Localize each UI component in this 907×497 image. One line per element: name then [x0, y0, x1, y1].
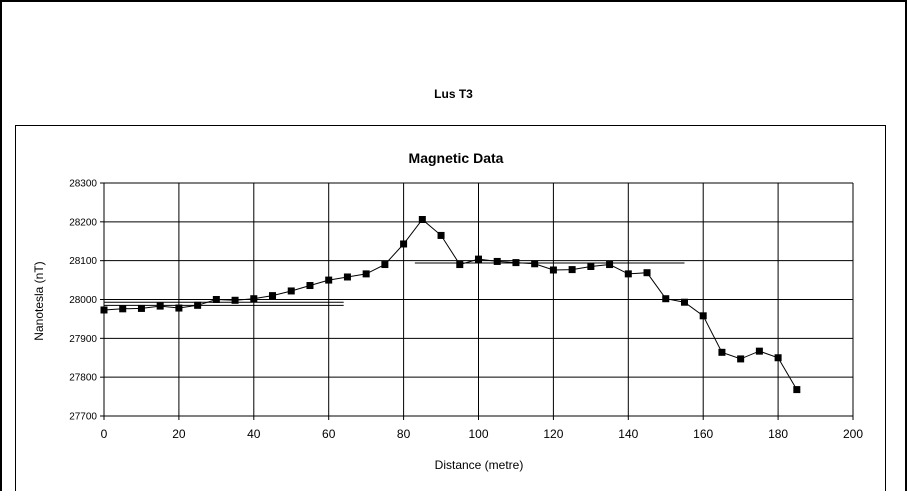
data-point — [718, 348, 726, 356]
y-tick-label: 28200 — [69, 217, 97, 228]
y-axis-label: Nanotesla (nT) — [32, 261, 46, 340]
data-point — [362, 270, 370, 278]
x-tick-label: 40 — [247, 427, 261, 441]
data-point — [624, 270, 632, 278]
data-series — [100, 216, 801, 394]
data-point — [269, 292, 277, 300]
y-tick-label: 27900 — [69, 334, 97, 345]
chart-axes: 0 20 40 60 80 100 120 140 160 180 200 27700 27800 279… — [69, 179, 863, 442]
chart-title: Magnetic Data — [409, 150, 504, 166]
data-point — [325, 276, 333, 284]
data-point — [156, 302, 164, 310]
magnetic-data-chart: Magnetic Data 0 20 40 60 80 100 120 140 160 180 20… — [32, 150, 863, 472]
page-title: Lus T3 — [434, 87, 473, 101]
data-point — [643, 269, 651, 277]
data-point — [175, 304, 183, 312]
y-tick-label: 27800 — [69, 373, 97, 384]
x-tick-label: 100 — [468, 427, 488, 441]
data-point — [250, 295, 258, 303]
chart-frame: Magnetic Data 0 20 40 60 80 100 120 140 160 180 20… — [15, 125, 886, 491]
data-point — [194, 301, 202, 309]
x-tick-label: 200 — [843, 427, 863, 441]
x-tick-label: 180 — [768, 427, 788, 441]
data-point — [437, 231, 445, 239]
data-point — [137, 304, 145, 312]
data-point — [512, 259, 520, 267]
y-tick-label: 28000 — [69, 295, 97, 306]
x-tick-label: 120 — [543, 427, 563, 441]
data-point — [343, 273, 351, 281]
data-point — [456, 261, 464, 269]
x-axis-label: Distance (metre) — [435, 458, 524, 472]
data-point — [774, 354, 782, 362]
data-point — [418, 216, 426, 224]
x-tick-label: 0 — [101, 427, 108, 441]
data-point — [475, 255, 482, 263]
data-point — [568, 266, 576, 274]
reference-lines — [104, 262, 685, 306]
data-point — [606, 261, 614, 269]
chart-grid — [104, 182, 854, 416]
x-tick-label: 140 — [618, 427, 638, 441]
data-point — [531, 260, 539, 268]
data-point — [400, 240, 408, 248]
data-point — [755, 347, 763, 355]
data-point — [680, 298, 688, 306]
data-point — [662, 295, 670, 303]
y-tick-label: 28300 — [69, 179, 97, 190]
data-point — [306, 282, 314, 290]
data-point — [212, 296, 220, 303]
y-tick-label: 27700 — [69, 412, 97, 423]
x-tick-label: 20 — [172, 427, 186, 441]
data-point — [287, 287, 295, 295]
data-point — [737, 355, 745, 363]
data-point — [699, 312, 707, 320]
data-point — [119, 305, 127, 313]
data-point — [231, 296, 239, 304]
data-point — [100, 306, 108, 314]
data-point — [493, 257, 501, 265]
data-point — [793, 386, 801, 394]
x-tick-label: 160 — [693, 427, 713, 441]
data-point — [587, 262, 595, 270]
x-tick-label: 80 — [397, 427, 411, 441]
series-line — [103, 218, 798, 390]
data-point — [381, 261, 389, 269]
data-point — [549, 266, 557, 274]
x-tick-label: 60 — [322, 427, 336, 441]
y-tick-label: 28100 — [69, 256, 97, 267]
